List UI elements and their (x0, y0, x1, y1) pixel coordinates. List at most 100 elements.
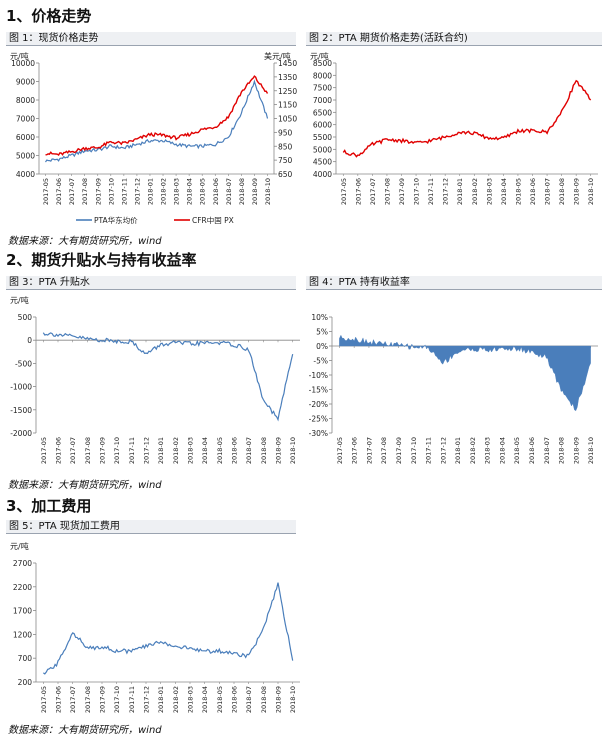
legend-label: PTA华东均价 (94, 215, 138, 225)
y-right-tick-label: 650 (278, 170, 293, 179)
x-tick-label: 2017-08 (81, 178, 89, 205)
x-tick-label: 2017-10 (413, 178, 421, 205)
y-axis-title: 元/吨 (10, 295, 29, 305)
y-tick-label: 10000 (11, 59, 35, 68)
chart-processing-fee: 200 700 1200 1700 2200 2700 2017-05 2017-06 2017… (10, 541, 300, 713)
y-tick-label: 0% (316, 342, 328, 351)
x-tick-label: 2018-10 (587, 437, 595, 464)
x-tick-label: 2017-05 (40, 686, 48, 713)
y-right-tick-label: 750 (278, 156, 293, 165)
y-axis-title: 元/吨 (310, 51, 329, 61)
x-tick-label: 2018-02 (172, 437, 180, 464)
y-tick-label: -5% (313, 357, 328, 366)
x-tick-label: 2017-05 (336, 437, 344, 464)
x-tick-label: 2018-03 (173, 178, 181, 205)
y-tick-label: 5000 (313, 145, 332, 154)
x-tick-label: 2018-03 (187, 686, 195, 713)
y-tick-label: 500 (18, 313, 33, 322)
x-tick-label: 2017-09 (395, 437, 403, 464)
y-right-tick-label: 1350 (278, 73, 297, 82)
x-tick-label: 2018-01 (456, 178, 464, 205)
x-tick-label: 2017-07 (69, 686, 77, 713)
x-tick-label: 2017-11 (128, 437, 136, 464)
x-tick-label: 2017-10 (113, 437, 121, 464)
x-tick-label: 2018-07 (544, 178, 552, 205)
y-tick-label: -30% (309, 429, 328, 438)
x-tick-label: 2018-03 (485, 178, 493, 205)
x-tick-label: 2017-12 (439, 437, 447, 464)
y-tick-label: 2200 (13, 583, 32, 592)
figure-caption-1: 图 1：现货价格走势 (6, 32, 296, 46)
y-tick-label: -1000 (10, 383, 32, 392)
y-right-tick-label: 850 (278, 142, 293, 151)
y-tick-label: 5% (316, 328, 328, 337)
x-tick-label: 2018-06 (529, 178, 537, 205)
x-tick-label: 2018-10 (587, 178, 595, 205)
x-tick-label: 2017-10 (107, 178, 115, 205)
x-tick-label: 2018-06 (212, 178, 220, 205)
y-tick-label: 4500 (313, 158, 332, 167)
source-note-3: 数据来源：大有期货研究所，wind (8, 725, 162, 736)
section-title-basis: 2、期货升贴水与持有收益率 (6, 251, 197, 269)
chart-spot-price: 4000 5000 6000 7000 8000 9000 10000 650 750 850 95… (10, 51, 297, 225)
figure-caption-3: 图 3：PTA 升贴水 (6, 276, 296, 290)
x-tick-label: 2018-10 (289, 686, 297, 713)
section-title-processing: 3、加工费用 (6, 497, 92, 515)
x-tick-label: 2017-07 (365, 437, 373, 464)
x-tick-label: 2018-02 (160, 178, 168, 205)
x-tick-label: 2017-12 (133, 178, 141, 205)
x-tick-label: 2018-05 (513, 437, 521, 464)
source-note-2: 数据来源：大有期货研究所，wind (8, 480, 162, 491)
x-tick-label: 2018-01 (157, 437, 165, 464)
x-tick-label: 2018-02 (469, 437, 477, 464)
y-tick-label: 4000 (16, 170, 35, 179)
y-tick-label: 8500 (313, 59, 332, 68)
section-title-price-trend: 1、价格走势 (6, 7, 92, 25)
x-tick-label: 2018-04 (498, 437, 506, 464)
x-tick-label: 2017-08 (84, 686, 92, 713)
x-tick-label: 2017-09 (398, 178, 406, 205)
y-tick-label: 0 (27, 336, 32, 345)
y-tick-label: -10% (309, 371, 328, 380)
y-tick-label: -20% (309, 400, 328, 409)
y-right-tick-label: 1250 (278, 87, 297, 96)
x-tick-label: 2018-07 (245, 437, 253, 464)
x-tick-label: 2018-01 (157, 686, 165, 713)
series-line (342, 79, 592, 158)
y-tick-label: 6000 (16, 133, 35, 142)
x-tick-label: 2018-05 (216, 437, 224, 464)
x-tick-label: 2018-08 (558, 178, 566, 205)
x-tick-label: 2018-04 (201, 437, 209, 464)
x-tick-label: 2018-04 (500, 178, 508, 205)
y-axis-title: 元/吨 (10, 541, 29, 551)
y-tick-label: 6000 (313, 121, 332, 130)
x-tick-label: 2017-06 (354, 178, 362, 205)
x-tick-label: 2017-07 (369, 178, 377, 205)
x-tick-label: 2017-05 (40, 437, 48, 464)
y-axis-right-title: 美元/吨 (264, 51, 291, 61)
x-tick-label: 2017-07 (68, 178, 76, 205)
x-tick-label: 2017-11 (427, 178, 435, 205)
x-tick-label: 2017-08 (84, 437, 92, 464)
x-tick-label: 2018-06 (231, 437, 239, 464)
source-note-1: 数据来源：大有期货研究所，wind (8, 236, 162, 247)
x-tick-label: 2018-06 (231, 686, 239, 713)
series-line (42, 332, 294, 422)
y-right-tick-label: 950 (278, 128, 293, 137)
x-tick-label: 2017-12 (143, 686, 151, 713)
x-tick-label: 2018-08 (558, 437, 566, 464)
y-tick-label: 2700 (13, 559, 32, 568)
x-tick-label: 2017-11 (425, 437, 433, 464)
figure-caption-5: 图 5：PTA 现货加工费用 (6, 520, 296, 534)
y-right-tick-label: 1050 (278, 115, 297, 124)
x-tick-label: 2017-12 (143, 437, 151, 464)
x-tick-label: 2017-09 (99, 686, 107, 713)
x-tick-label: 2018-05 (199, 178, 207, 205)
legend-label: CFR中国 PX (192, 215, 234, 225)
x-tick-label: 2018-09 (275, 686, 283, 713)
y-tick-label: 1200 (13, 630, 32, 639)
x-tick-label: 2017-06 (351, 437, 359, 464)
y-tick-label: 10% (311, 313, 328, 322)
x-tick-label: 2018-07 (543, 437, 551, 464)
y-tick-label: 7500 (313, 84, 332, 93)
